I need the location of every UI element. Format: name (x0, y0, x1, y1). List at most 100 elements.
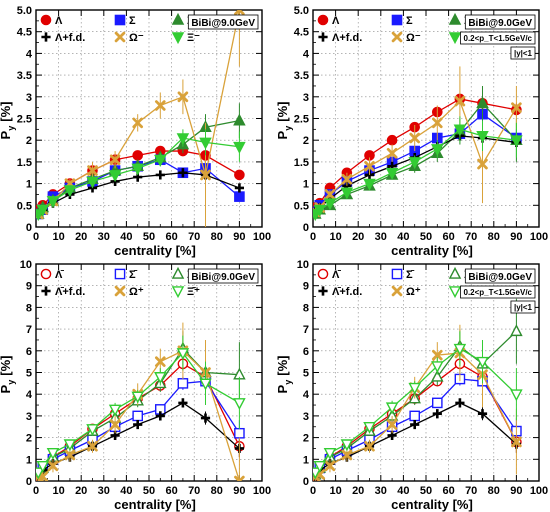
y-axis-label: Py [%] (275, 102, 293, 140)
legend-marker (391, 14, 403, 26)
data-point (47, 460, 59, 472)
series-5 (313, 66, 522, 218)
data-point (199, 137, 212, 150)
legend-marker (391, 268, 403, 280)
data-point (386, 419, 398, 430)
data-point (63, 185, 77, 198)
annotations: BiBi@9.0GeV 0.2<p_T<1.5GeV/c |y|<1 (460, 14, 536, 60)
legend: ΛΣΞ⁰Λ+f.d.Ω⁻Ξ⁻ (40, 12, 200, 45)
y-tick-label: 1.5 (294, 157, 309, 169)
data-point (324, 460, 336, 472)
data-point (431, 369, 444, 382)
data-area (313, 66, 523, 222)
annotation-box (460, 31, 536, 45)
y-tick-label: 0 (303, 476, 309, 488)
legend-marker (391, 31, 403, 43)
data-point (154, 372, 167, 384)
data-point (132, 117, 144, 129)
y-tick-label: 3.5 (17, 70, 32, 82)
legend-marker (114, 14, 126, 26)
data-point (432, 409, 442, 419)
data-point (131, 163, 144, 176)
grid (36, 264, 262, 481)
data-point (408, 157, 421, 170)
data-point (87, 440, 98, 452)
data-point (386, 147, 398, 159)
data-point (178, 398, 188, 408)
legend-marker (41, 286, 51, 296)
data-point (511, 436, 522, 448)
x-tick-label: 50 (420, 231, 432, 243)
chart-panel-top-right: 0 10 20 30 40 50 60 70 80 90 100 0 0.5 1 1.5 2 2.5 3 3.5 4 4… (275, 5, 548, 258)
data-point (510, 135, 523, 148)
annotation-box (464, 268, 536, 284)
y-tick-label: 5 (26, 368, 32, 380)
legend-marker (41, 32, 51, 42)
data-point (313, 204, 327, 217)
data-point (409, 410, 421, 422)
data-point (363, 178, 376, 191)
x-tick-label: 100 (253, 485, 271, 497)
series-6 (313, 116, 523, 222)
x-axis-label: centrality [%] (391, 243, 473, 258)
legend: Λ̄Σ̄Ξ̄⁰Λ̄+f.d.Ω⁺Ξ̄⁺ (317, 266, 477, 299)
y-tick-label: 4.5 (294, 27, 309, 39)
data-point (176, 348, 190, 361)
x-tick-label: 70 (465, 485, 477, 497)
y-tick-label: 10 (20, 259, 32, 271)
data-point (109, 154, 121, 166)
data-point (432, 397, 443, 409)
x-tick-label: 10 (52, 485, 64, 497)
x-tick-label: 100 (530, 485, 548, 497)
data-point (455, 398, 465, 408)
legend-marker (171, 32, 185, 45)
plot-frame (35, 263, 263, 482)
y-tick-label: 4 (26, 389, 33, 401)
data-area (313, 298, 523, 481)
y-tick-label: 1 (26, 454, 32, 466)
y-tick-label: 10 (297, 259, 309, 271)
legend-marker (40, 268, 52, 280)
data-point (453, 343, 467, 356)
legend: ΛΣΞ⁰Λ+f.d.Ω⁻Ξ⁻ (317, 12, 477, 45)
x-tick-label: 0 (310, 485, 316, 497)
y-tick-label: 9 (303, 281, 309, 293)
chart-panel-bottom-right: 0 10 20 30 40 50 60 70 80 90 100 0 1 2 3 4 5 6 7 8 9 10 centra… (275, 259, 548, 512)
legend-label: Λ+f.d. (332, 32, 362, 44)
data-point (64, 449, 76, 461)
x-tick-label: 40 (397, 231, 409, 243)
data-point (341, 449, 353, 461)
data-point (324, 189, 336, 200)
legend-label: Ω⁺ (129, 286, 144, 298)
data-point (363, 421, 376, 434)
annotations: BiBi@9.0GeV 0.2<p_T<1.5GeV/c |y|<1 (460, 268, 536, 314)
data-point (476, 356, 489, 369)
data-area (36, 10, 246, 227)
legend-label: Λ+f.d. (55, 32, 85, 44)
data-point (200, 169, 211, 181)
data-point (234, 169, 245, 181)
x-tick-label: 60 (165, 485, 177, 497)
annotation-text: BiBi@9.0GeV (191, 18, 255, 29)
legend-label: Λ̄ (55, 269, 64, 281)
legend-marker (318, 286, 328, 296)
x-tick-label: 80 (488, 231, 500, 243)
data-point (234, 183, 244, 193)
annotation-text: |y|<1 (514, 49, 533, 58)
x-tick-label: 50 (143, 485, 155, 497)
data-point (178, 168, 188, 178)
y-tick-label: 1 (303, 179, 309, 191)
x-tick-label: 90 (233, 231, 245, 243)
x-tick-label: 70 (188, 485, 200, 497)
x-tick-label: 80 (488, 485, 500, 497)
y-tick-label: 6 (26, 346, 32, 358)
series-6 (36, 129, 246, 222)
legend-marker (114, 268, 126, 280)
y-tick-label: 0 (26, 476, 32, 488)
legend-marker (171, 286, 185, 299)
x-axis-label: centrality [%] (114, 243, 196, 258)
data-point (199, 378, 212, 391)
grid (313, 264, 539, 481)
annotation-box (187, 14, 259, 30)
